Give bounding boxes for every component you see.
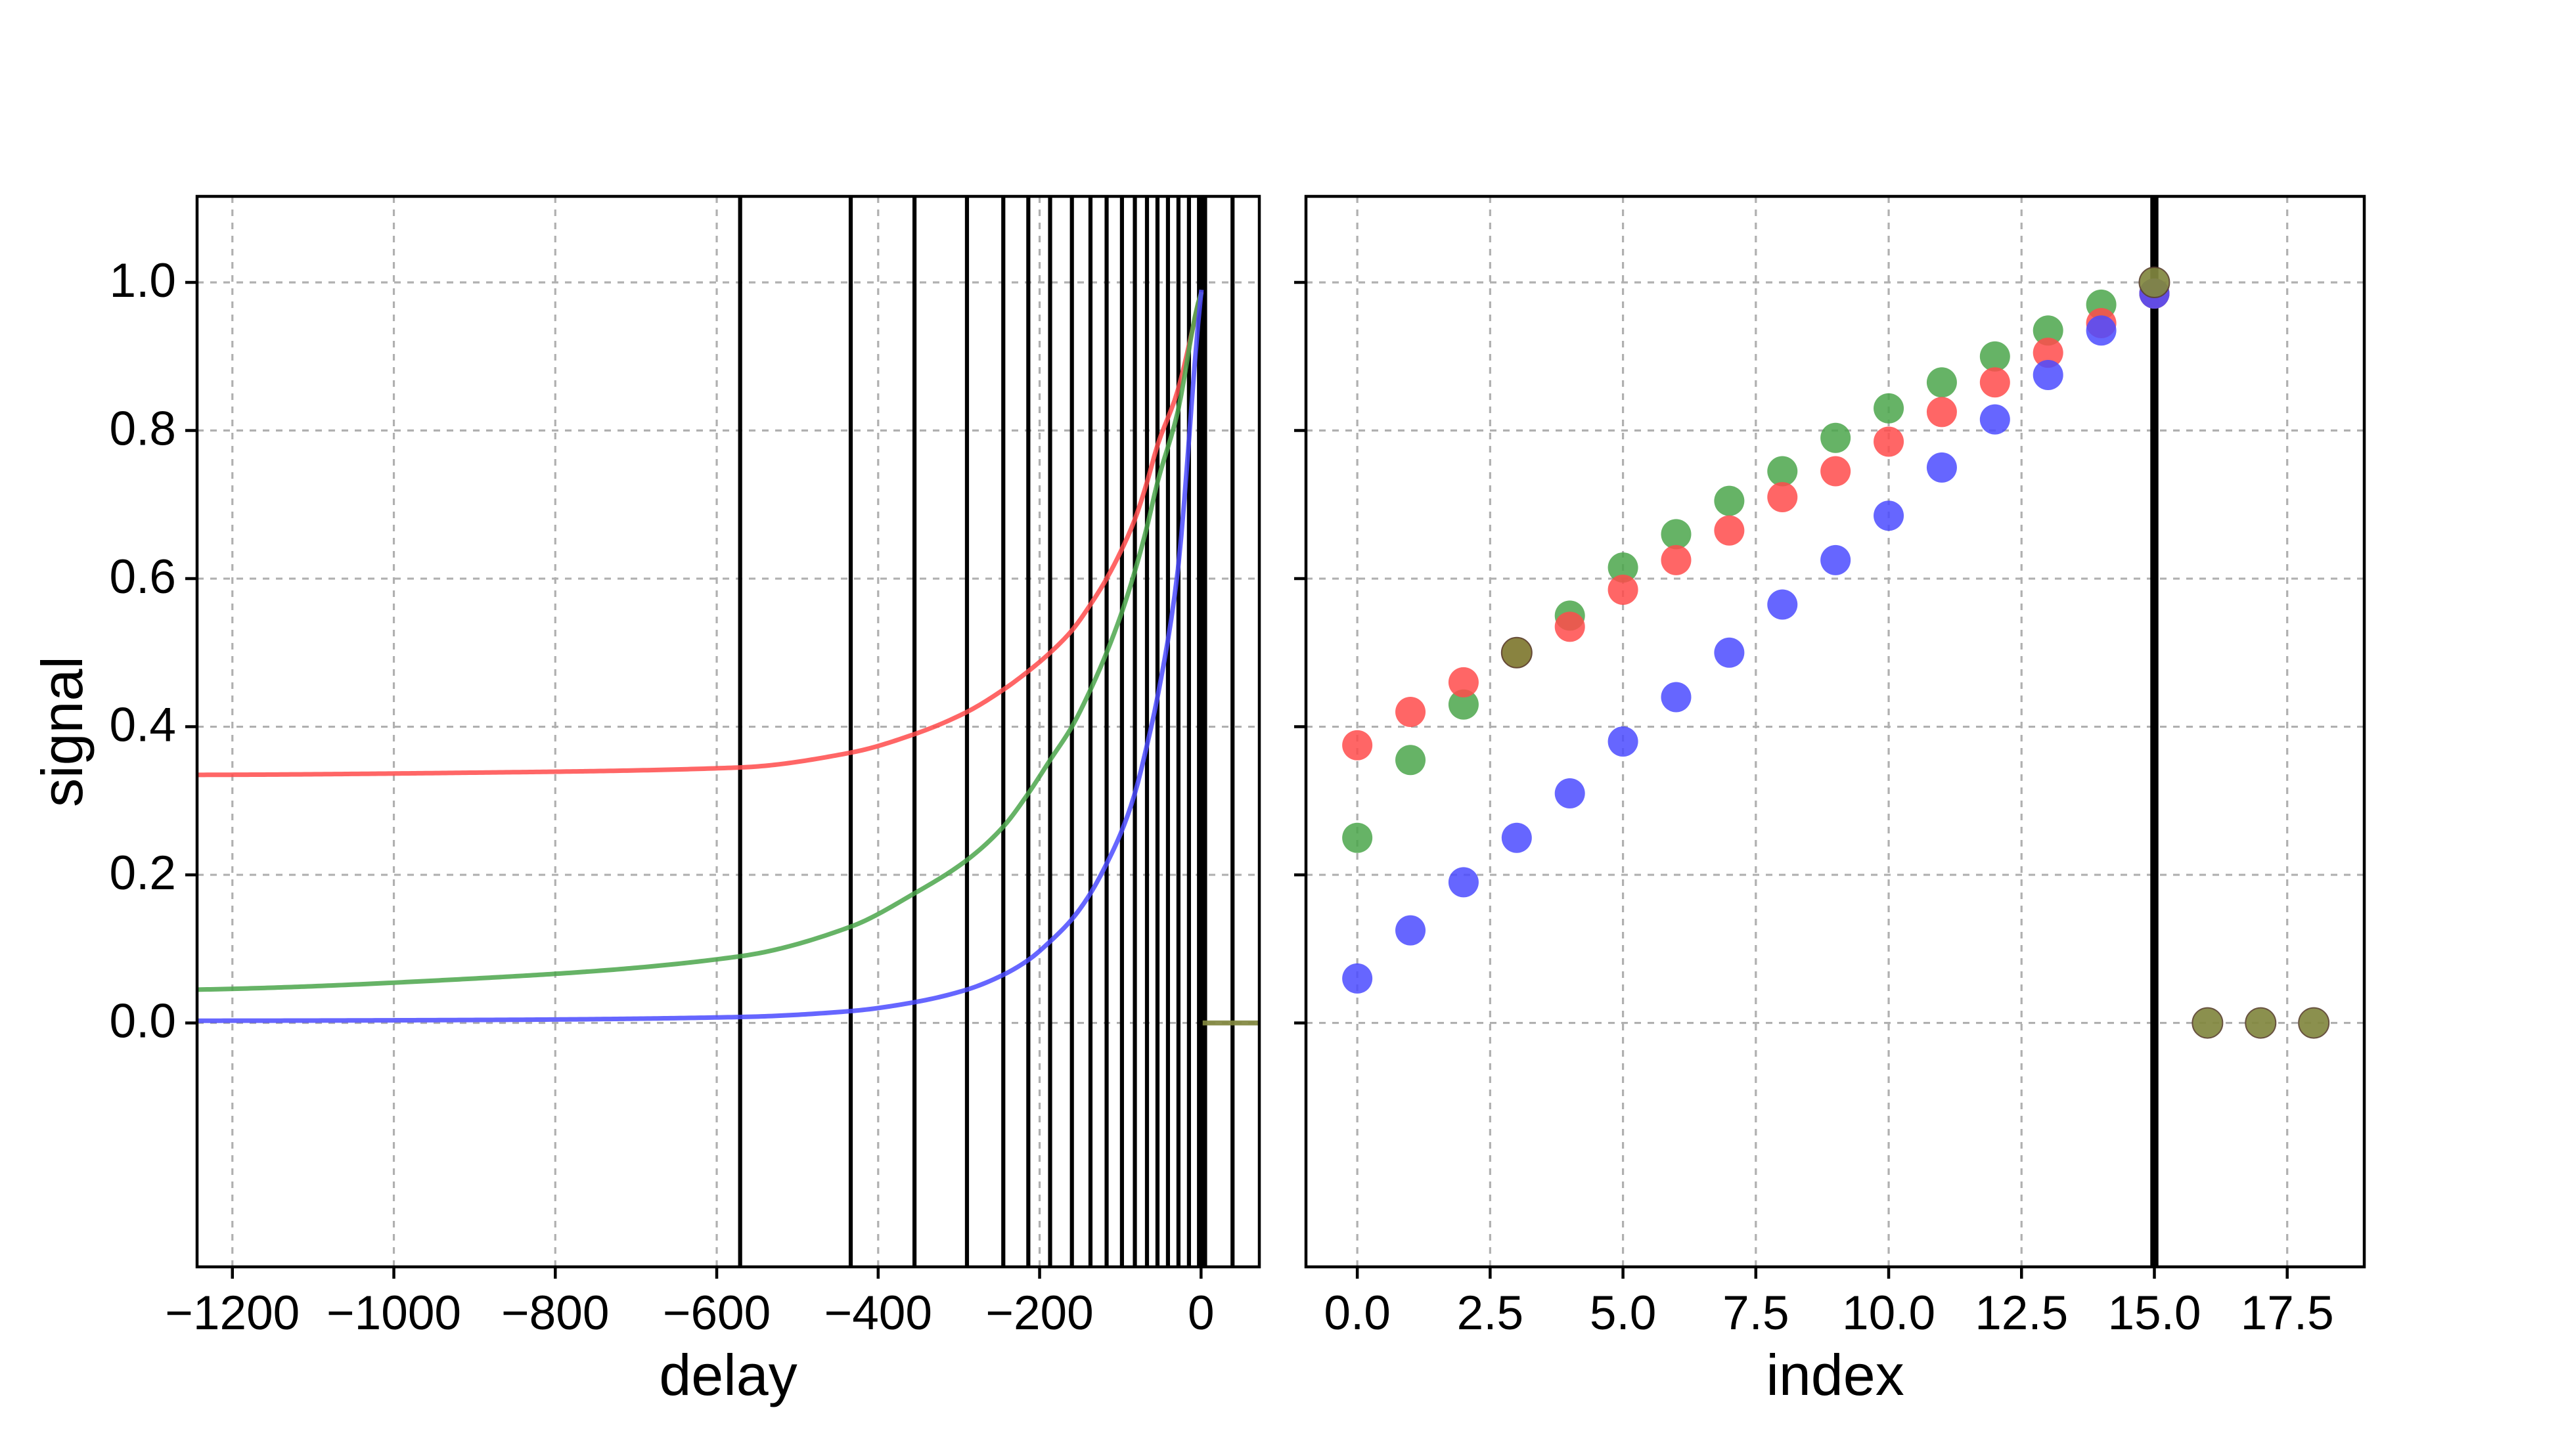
svg-text:0.0: 0.0: [110, 995, 176, 1048]
svg-text:2.5: 2.5: [1457, 1287, 1523, 1340]
svg-text:index: index: [1766, 1342, 1904, 1407]
svg-text:15.0: 15.0: [2107, 1287, 2201, 1340]
svg-text:10.0: 10.0: [1842, 1287, 1935, 1340]
svg-text:7.5: 7.5: [1722, 1287, 1789, 1340]
svg-text:0.4: 0.4: [110, 699, 176, 752]
svg-text:0.8: 0.8: [110, 403, 176, 456]
svg-text:0: 0: [1188, 1287, 1215, 1340]
svg-text:−800: −800: [501, 1287, 609, 1340]
svg-text:signal: signal: [30, 656, 95, 807]
svg-text:1.0: 1.0: [110, 254, 176, 307]
svg-text:0.0: 0.0: [1324, 1287, 1390, 1340]
svg-text:12.5: 12.5: [1975, 1287, 2068, 1340]
svg-text:−1000: −1000: [326, 1287, 461, 1340]
svg-text:−600: −600: [663, 1287, 771, 1340]
svg-text:−400: −400: [824, 1287, 932, 1340]
svg-text:delay: delay: [659, 1342, 797, 1407]
svg-text:−1200: −1200: [165, 1287, 300, 1340]
svg-text:−200: −200: [985, 1287, 1093, 1340]
svg-text:0.6: 0.6: [110, 550, 176, 604]
svg-text:5.0: 5.0: [1590, 1287, 1656, 1340]
svg-text:0.2: 0.2: [110, 847, 176, 900]
svg-text:17.5: 17.5: [2241, 1287, 2334, 1340]
